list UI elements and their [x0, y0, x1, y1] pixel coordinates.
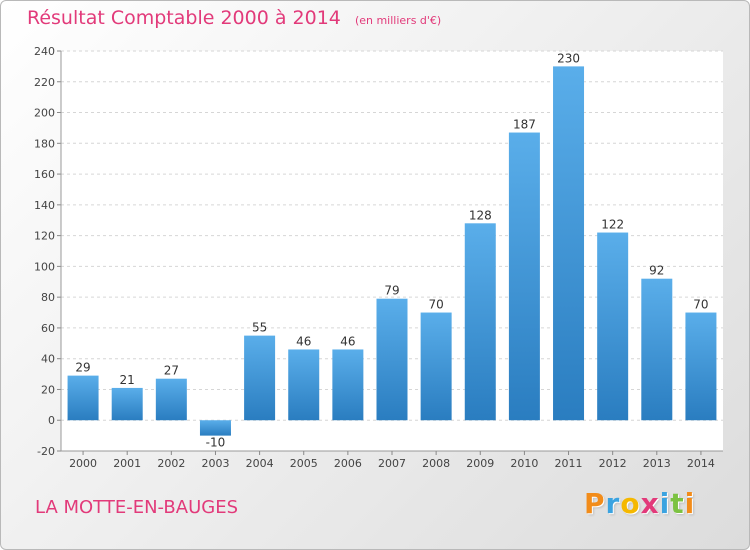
data-label: 122 [601, 218, 624, 232]
y-tick-label: 120 [34, 230, 55, 243]
data-label: 29 [75, 361, 90, 375]
x-tick-label: 2001 [113, 457, 141, 470]
x-tick-label: 2007 [378, 457, 406, 470]
data-label: 27 [164, 364, 179, 378]
data-label: 187 [513, 118, 536, 132]
bar [508, 132, 540, 421]
x-tick-label: 2002 [157, 457, 185, 470]
chart-subtitle: (en milliers d'€) [354, 14, 442, 27]
bar [641, 278, 673, 421]
x-tick-label: 2000 [69, 457, 97, 470]
x-axis-ticks: 2000 2001 2002 2003 2004 2005 2006 2007 2008 2009… [69, 451, 715, 470]
x-tick-label: 2011 [555, 457, 583, 470]
x-tick-label: 2008 [422, 457, 450, 470]
x-tick-label: 2014 [687, 457, 715, 470]
y-tick-label: 140 [34, 199, 55, 212]
brand-letter: o [620, 487, 641, 520]
chart-title-text: Résultat Comptable 2000 à 2014 [27, 7, 341, 29]
y-tick-label: 160 [34, 168, 55, 181]
chart-title: Résultat Comptable 2000 à 2014 (en milli… [27, 7, 441, 29]
bar [244, 335, 276, 421]
x-tick-label: 2010 [510, 457, 538, 470]
data-label: 70 [693, 298, 708, 312]
x-tick-label: 2006 [334, 457, 362, 470]
y-tick-label: 220 [34, 76, 55, 89]
y-tick-label: 40 [41, 353, 55, 366]
brand-letter: t [670, 487, 685, 520]
bar [199, 420, 231, 436]
brand-logo: Proxiti [584, 487, 695, 520]
bar [288, 349, 320, 421]
data-label: 70 [428, 298, 443, 312]
data-label: 128 [469, 208, 492, 222]
data-labels: 29 21 27 -10 55 46 46 79 70 128 187 230 122 92 70 [75, 51, 708, 449]
place-name: LA MOTTE-EN-BAUGES [35, 497, 238, 518]
y-tick-label: 80 [41, 291, 55, 304]
brand-letter: P [584, 487, 606, 520]
brand-letter: i [659, 487, 671, 520]
y-tick-label: 60 [41, 322, 55, 335]
y-tick-label: 100 [34, 260, 55, 273]
bar [376, 298, 408, 421]
y-tick-label: 20 [41, 383, 55, 396]
x-tick-label: 2003 [201, 457, 229, 470]
bar [67, 375, 99, 421]
bar [685, 312, 717, 421]
y-tick-label: 240 [34, 45, 55, 58]
data-label: 55 [252, 321, 267, 335]
bar [420, 312, 452, 421]
brand-letter: r [605, 487, 621, 520]
data-label: -10 [206, 436, 226, 450]
x-tick-label: 2012 [599, 457, 627, 470]
bar [597, 232, 629, 421]
bar [553, 66, 585, 421]
brand-letter: i [684, 487, 696, 520]
bar [111, 387, 143, 421]
bar [155, 378, 187, 421]
bars [67, 66, 717, 436]
data-label: 92 [649, 264, 664, 278]
bar [332, 349, 364, 421]
x-tick-label: 2009 [466, 457, 494, 470]
bar [464, 223, 496, 421]
data-label: 21 [120, 373, 135, 387]
y-tick-label: 0 [48, 414, 55, 427]
data-label: 79 [384, 284, 399, 298]
grid-lines [61, 50, 723, 452]
x-tick-label: 2013 [643, 457, 671, 470]
y-tick-label: 200 [34, 107, 55, 120]
data-label: 230 [557, 51, 580, 65]
x-tick-label: 2005 [290, 457, 318, 470]
brand-letter: x [640, 487, 660, 520]
data-label: 46 [340, 334, 355, 348]
y-tick-label: 180 [34, 137, 55, 150]
y-tick-label: -20 [37, 445, 55, 458]
data-label: 46 [296, 334, 311, 348]
x-tick-label: 2004 [246, 457, 274, 470]
